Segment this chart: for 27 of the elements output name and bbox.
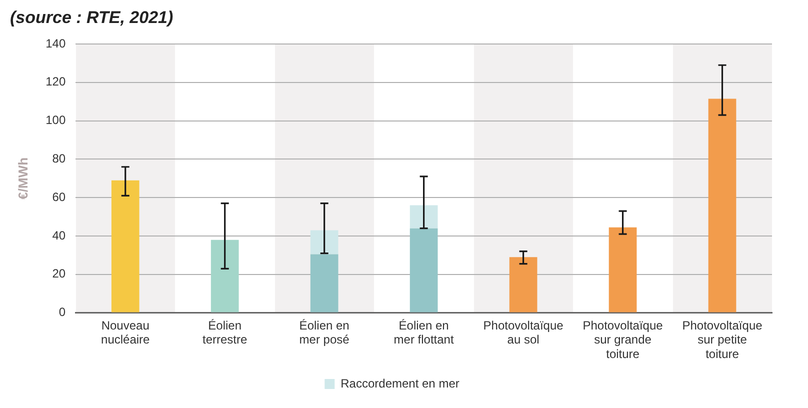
y-tick-label: 0: [58, 305, 66, 320]
bar: [210, 240, 239, 312]
bar: [410, 228, 438, 312]
y-tick-label: 20: [52, 266, 66, 281]
x-tick-label: Éolien terrestre: [202, 318, 248, 347]
y-tick-label: 100: [46, 113, 66, 128]
x-tick-label: Éolien en mer posé: [299, 318, 350, 347]
x-tick-label: Éolien en mer flottant: [394, 318, 454, 347]
bar: [708, 98, 736, 312]
x-tick-label: Photovoltaïque sur petite toiture: [682, 318, 763, 362]
bar: [310, 230, 338, 254]
bar: [410, 205, 438, 228]
bar: [310, 254, 338, 312]
text: (source : RTE, 2021): [10, 8, 174, 28]
y-tick-label: 120: [46, 74, 66, 89]
x-tick-label: Photovoltaïque au sol: [483, 318, 564, 347]
x-tick-label: Photovoltaïque sur grande toiture: [582, 318, 664, 362]
legend-label: Raccordement en mer: [340, 376, 460, 390]
bar: [111, 180, 140, 312]
x-tick-label: Nouveau nucléaire: [101, 318, 150, 347]
bar: [608, 227, 637, 312]
y-tick-label: 80: [52, 152, 66, 166]
y-tick-label: 140: [46, 36, 66, 50]
y-tick-label: 40: [52, 228, 66, 242]
y-tick-label: 60: [52, 190, 66, 204]
y-axis-title: €/MWh: [15, 157, 30, 200]
bar: [509, 257, 538, 312]
